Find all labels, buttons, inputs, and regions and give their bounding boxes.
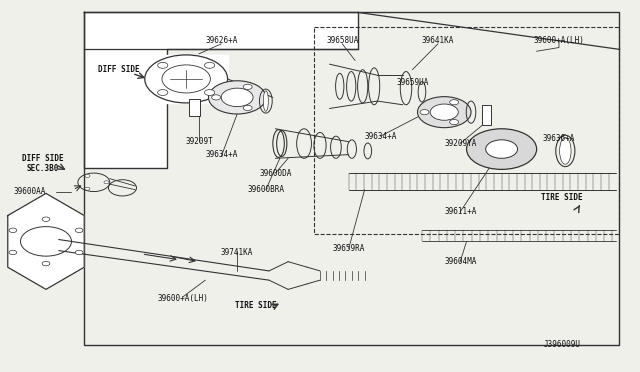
Circle shape xyxy=(85,187,90,190)
Circle shape xyxy=(450,119,459,125)
Text: 39600+A(LH): 39600+A(LH) xyxy=(534,36,584,45)
Text: 39634+A: 39634+A xyxy=(205,150,237,159)
Text: DIFF SIDE: DIFF SIDE xyxy=(22,154,63,163)
Text: 39658UA: 39658UA xyxy=(326,36,358,45)
Text: 39611+A: 39611+A xyxy=(444,207,476,217)
Text: 39600BRA: 39600BRA xyxy=(247,185,284,194)
Circle shape xyxy=(420,110,429,115)
Text: 39600+A(LH): 39600+A(LH) xyxy=(157,294,209,303)
Text: 39634+A: 39634+A xyxy=(364,132,397,141)
Circle shape xyxy=(42,261,50,266)
Circle shape xyxy=(243,105,252,110)
Text: 39659RA: 39659RA xyxy=(333,244,365,253)
Polygon shape xyxy=(8,193,84,289)
Text: 39209YA: 39209YA xyxy=(444,139,476,148)
Bar xyxy=(483,105,492,125)
Polygon shape xyxy=(84,13,358,167)
Circle shape xyxy=(243,84,252,89)
Circle shape xyxy=(205,62,214,68)
Text: 39604MA: 39604MA xyxy=(444,257,476,266)
Text: TIRE SIDE: TIRE SIDE xyxy=(541,193,583,202)
Circle shape xyxy=(85,174,90,177)
Text: 39600AA: 39600AA xyxy=(14,187,46,196)
Polygon shape xyxy=(145,55,228,103)
Circle shape xyxy=(212,95,221,100)
Circle shape xyxy=(467,129,537,169)
Circle shape xyxy=(417,97,471,128)
Text: J396009U: J396009U xyxy=(543,340,580,349)
Text: 39600DA: 39600DA xyxy=(259,169,292,177)
Text: 39641KA: 39641KA xyxy=(422,36,454,45)
Circle shape xyxy=(450,100,459,105)
Text: DIFF SIDE: DIFF SIDE xyxy=(99,65,140,74)
Circle shape xyxy=(157,62,168,68)
Circle shape xyxy=(42,217,50,221)
Circle shape xyxy=(76,228,83,232)
Text: TIRE SIDE: TIRE SIDE xyxy=(236,301,277,311)
Circle shape xyxy=(486,140,518,158)
Circle shape xyxy=(205,90,214,96)
Text: SEC.3B0: SEC.3B0 xyxy=(27,164,59,173)
Circle shape xyxy=(157,90,168,96)
Text: 39659UA: 39659UA xyxy=(396,78,429,87)
Ellipse shape xyxy=(559,138,571,164)
Circle shape xyxy=(221,88,253,107)
Circle shape xyxy=(209,81,266,114)
Ellipse shape xyxy=(263,91,268,111)
Circle shape xyxy=(430,104,458,120)
Text: 39626+A: 39626+A xyxy=(205,36,237,45)
Circle shape xyxy=(9,250,17,255)
Text: 39209T: 39209T xyxy=(185,137,213,146)
Text: 39636+A: 39636+A xyxy=(543,134,575,142)
Bar xyxy=(189,99,200,116)
Circle shape xyxy=(76,250,83,255)
Circle shape xyxy=(9,228,17,232)
Text: 39741KA: 39741KA xyxy=(221,248,253,257)
Circle shape xyxy=(104,181,109,184)
